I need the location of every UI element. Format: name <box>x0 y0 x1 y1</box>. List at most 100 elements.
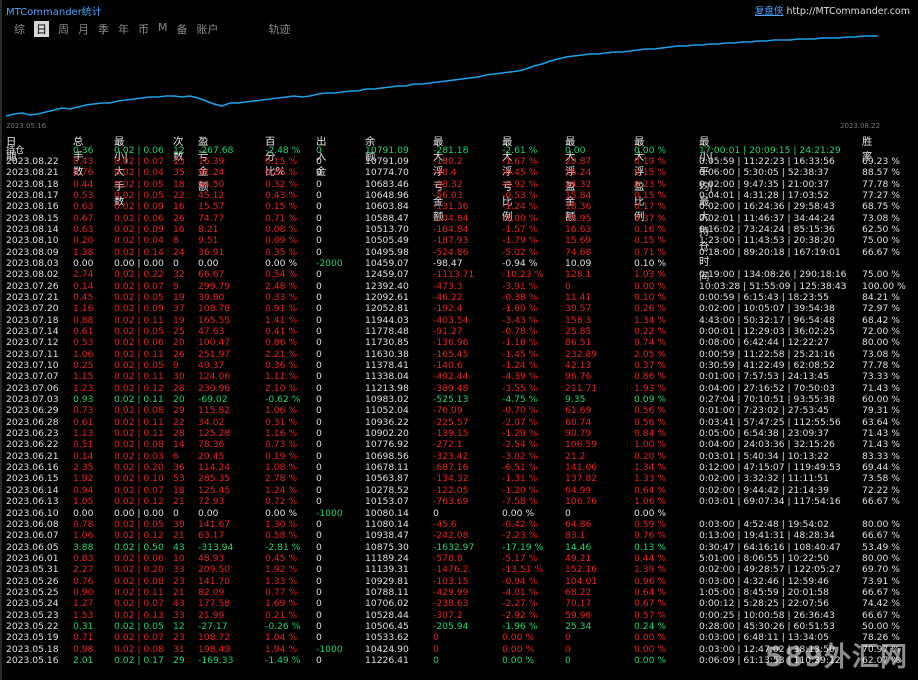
table-cell: 22 <box>173 189 185 201</box>
table-cell: 77.27 % <box>862 189 900 201</box>
tab-2[interactable]: 周 <box>58 23 69 36</box>
table-cell: 106.76 <box>565 496 598 508</box>
header-cell[interactable]: 日期 <box>6 136 17 163</box>
table-cell: 2.78 % <box>265 473 298 485</box>
review-link[interactable]: 复盘侠 <box>754 6 784 17</box>
site-link[interactable]: 复盘侠 http://MTCommander.com <box>755 3 910 17</box>
table-cell: 10902.20 <box>365 428 409 440</box>
table-cell: -122.05 <box>433 484 469 496</box>
table-cell: 0.10 % <box>634 257 667 269</box>
header-cell[interactable]: 最大浮盈比例 <box>634 136 645 223</box>
table-cell: 1.00 % <box>634 439 667 451</box>
table-cell: 1.39 % <box>634 564 667 576</box>
header-cell[interactable]: 胜率 <box>862 136 873 163</box>
table-cell: 18 <box>173 484 185 496</box>
table-cell: 0.91 % <box>265 303 298 315</box>
table-cell: 0.15 % <box>634 235 667 247</box>
table-cell: 23 <box>173 575 185 587</box>
url-text[interactable]: http://MTCommander.com <box>786 6 910 17</box>
header-cell[interactable]: 次数 <box>173 136 184 163</box>
table-cell: 10563.87 <box>365 473 409 485</box>
table-cell: 0.15 % <box>265 201 298 213</box>
header-cell[interactable]: 总手数 <box>73 136 84 178</box>
table-cell: 1:23:00 | 11:43:53 | 20:38:20 <box>699 235 835 247</box>
table-cell: -0.45 % <box>502 167 538 179</box>
table-cell: 0.90 <box>73 586 94 598</box>
table-cell: -4.01 % <box>502 586 538 598</box>
table-cell: -0.42 % <box>502 518 538 530</box>
header-cell[interactable]: 盈亏金额 <box>198 136 209 193</box>
table-cell: 63.64 % <box>862 416 900 428</box>
table-cell: 0 <box>433 654 439 666</box>
table-cell: 60.00 % <box>862 394 900 406</box>
table-cell: 0.02 | 0.11 <box>114 314 164 326</box>
table-cell: -0.38 % <box>502 291 538 303</box>
table-cell: 9 <box>173 280 179 292</box>
chart-start-date: 2023.05.16 <box>6 122 47 130</box>
table-cell: 0.09 % <box>634 394 667 406</box>
tab-9[interactable]: 账户 <box>196 23 219 36</box>
header-cell[interactable]: 最小|大手数 <box>114 136 128 208</box>
table-cell: 0.02 | 0.17 <box>114 654 164 666</box>
table-cell: 10506.45 <box>365 620 409 632</box>
table-cell: 108.72 <box>198 632 231 644</box>
table-cell: 0.85 % <box>265 167 298 179</box>
table-cell: -403.54 <box>433 314 469 326</box>
tab-5[interactable]: 年 <box>118 23 129 36</box>
table-cell: 66.67 % <box>862 530 900 542</box>
table-cell: -4.75 % <box>502 394 538 406</box>
table-cell: 10459.07 <box>365 257 409 269</box>
table-cell: 1.16 <box>73 303 94 315</box>
table-cell: -98.47 <box>433 257 463 269</box>
table-cell: 2.01 <box>73 654 94 666</box>
table-cell: 30.57 <box>565 303 592 315</box>
table-cell: 0.02 | 0.08 <box>114 575 164 587</box>
header-cell[interactable]: 最大浮盈金额 <box>565 136 576 223</box>
table-cell: 5:01:00 | 8:06:55 | 10:22:50 <box>699 552 829 564</box>
table-cell: 91.24 <box>198 167 225 179</box>
tab-6[interactable]: 币 <box>138 23 149 36</box>
table-cell: 10938.47 <box>365 530 409 542</box>
tab-1[interactable]: 日 <box>34 21 49 37</box>
table-cell: 0 <box>316 303 322 315</box>
header-cell[interactable]: 最大浮亏比例 <box>502 136 513 223</box>
table-cell: 9.35 <box>565 394 586 406</box>
header-cell[interactable]: 余额 <box>365 136 376 163</box>
table-cell: 0.02 | 0.11 <box>114 428 164 440</box>
table-cell: 2.35 <box>73 462 94 474</box>
table-cell: 0.45 % <box>265 552 298 564</box>
table-cell: -139.15 <box>433 428 469 440</box>
tab-3[interactable]: 月 <box>78 23 89 36</box>
hold-cell: 10791.09 <box>365 144 409 156</box>
table-cell: 10.09 <box>565 257 592 269</box>
header-cell[interactable]: 百分比% <box>265 136 286 178</box>
table-cell: -169.33 <box>198 654 234 666</box>
table-cell: 1.06 % <box>265 405 298 417</box>
table-cell: 0:02:00 | 10:05:07 | 39:54:38 <box>699 303 835 315</box>
table-cell: 0 <box>316 246 322 258</box>
header-cell[interactable]: 出入金 <box>316 136 327 178</box>
table-cell: 11778.48 <box>365 326 409 337</box>
header-cell[interactable]: 最大浮亏金额 <box>433 136 444 223</box>
tab-4[interactable]: 季 <box>98 23 109 36</box>
tab-8[interactable]: 备 <box>176 23 188 36</box>
tab-10[interactable]: 轨迹 <box>268 23 291 36</box>
tab-0[interactable]: 综 <box>14 23 25 36</box>
period-tabs: 综日周月季年币 M 备账户 轨迹 <box>14 21 300 37</box>
table-cell: 0.00 % <box>502 654 535 666</box>
table-cell: 124.06 <box>198 371 231 383</box>
table-cell: 0 <box>173 507 179 519</box>
table-cell: 43 <box>173 541 185 553</box>
table-cell: 2.27 <box>73 564 94 576</box>
table-cell: 0.00 | 0.00 <box>114 507 164 519</box>
table-cell: 10513.70 <box>365 223 409 235</box>
tab-7[interactable]: M <box>158 21 168 34</box>
table-cell: 82.09 <box>198 586 225 598</box>
table-cell: 9 <box>173 360 179 372</box>
header-cell[interactable]: 最小|平均|最大持仓时间 <box>699 136 713 283</box>
table-cell: 0.64 % <box>634 586 667 598</box>
table-cell: 10788.11 <box>365 586 409 598</box>
table-cell: 198.49 <box>198 643 231 655</box>
table-cell: 2023.06.01 <box>6 552 59 564</box>
table-cell: -10.23 % <box>502 269 544 281</box>
